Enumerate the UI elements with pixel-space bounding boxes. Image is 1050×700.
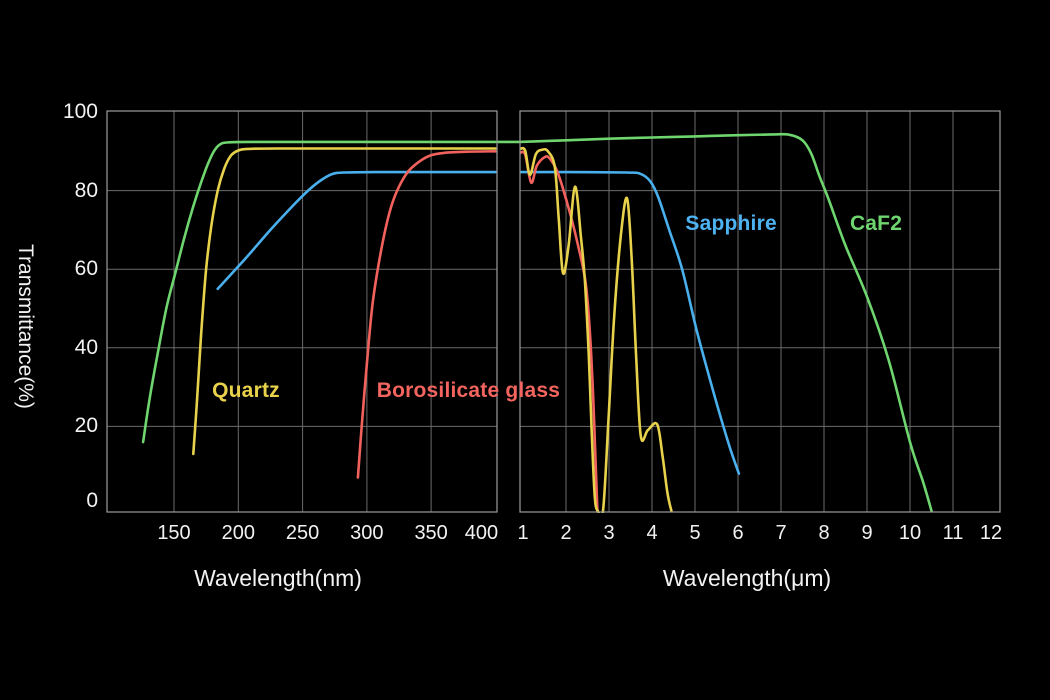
series-label-quartz: Quartz (212, 379, 280, 403)
x-tick-infrared-7: 7 (775, 522, 787, 544)
y-tick-40: 40 (74, 335, 98, 359)
x-axis-title-nm: Wavelength(nm) (194, 565, 362, 591)
series-sapphire-uv-visible (216, 170, 497, 291)
x-tick-infrared-10: 10 (898, 522, 922, 544)
panel-frames (106, 110, 1001, 513)
x-tick-uv-visible-350: 350 (414, 522, 448, 544)
x-tick-infrared-4: 4 (646, 522, 658, 544)
y-tick-100: 100 (62, 100, 98, 123)
x-tick-infrared-12: 12 (979, 522, 1003, 544)
panel-frame-uv-visible (106, 110, 498, 513)
x-tick-infrared-1: 1 (517, 522, 529, 544)
x-tick-infrared-2: 2 (560, 522, 572, 544)
series-label-sapphire: Sapphire (685, 212, 777, 235)
series-caf2-uv-visible (141, 140, 497, 444)
x-tick-infrared-3: 3 (603, 522, 615, 544)
x-axis-title-um: Wavelength(μm) (662, 565, 832, 591)
y-axis-title: Transmittance(%) (14, 244, 37, 409)
x-tick-infrared-9: 9 (861, 522, 873, 544)
series-quartz-infrared (520, 146, 673, 513)
x-tick-infrared-8: 8 (818, 522, 830, 544)
y-tick-20: 20 (74, 414, 98, 438)
series-quartz-uv-visible (192, 147, 497, 456)
y-tick-0: 0 (86, 489, 98, 512)
series-caf2-infrared (520, 132, 933, 513)
x-tick-uv-visible-200: 200 (221, 522, 255, 544)
series-label-caf2: CaF2 (849, 212, 903, 235)
x-tick-infrared-6: 6 (732, 522, 744, 544)
x-tick-infrared-5: 5 (689, 522, 701, 544)
series-label-borosilicate-glass: Borosilicate glass (376, 379, 561, 403)
x-tick-uv-visible-400: 400 (464, 522, 499, 544)
y-tick-60: 60 (74, 257, 98, 281)
x-tick-uv-visible-150: 150 (157, 522, 191, 544)
series-sapphire-infrared (520, 170, 741, 475)
y-tick-80: 80 (74, 178, 98, 202)
panel-frame-infrared (519, 110, 1001, 513)
series-borosilicate-glass-infrared (520, 150, 599, 513)
x-tick-uv-visible-250: 250 (285, 522, 320, 544)
x-tick-infrared-11: 11 (942, 522, 964, 544)
series-borosilicate-glass-uv-visible (356, 150, 497, 479)
x-tick-uv-visible-300: 300 (350, 522, 384, 544)
series-curves (141, 132, 933, 513)
